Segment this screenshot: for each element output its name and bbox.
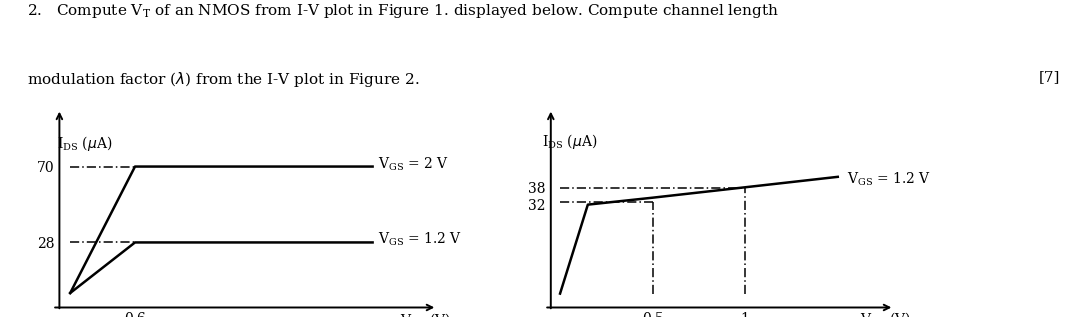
Text: [7]: [7] [1039, 70, 1061, 84]
Text: $\mathregular{V_{DS}}$ (V): $\mathregular{V_{DS}}$ (V) [400, 311, 450, 317]
Text: modulation factor ($\lambda$) from the I-V plot in Figure 2.: modulation factor ($\lambda$) from the I… [27, 70, 419, 89]
Text: $\mathregular{V_{GS}}$ = 2 V: $\mathregular{V_{GS}}$ = 2 V [378, 155, 449, 172]
Text: $\mathregular{I_{DS}}$ ($\mu$A): $\mathregular{I_{DS}}$ ($\mu$A) [541, 133, 597, 151]
Text: $\mathregular{I_{DS}}$ ($\mu$A): $\mathregular{I_{DS}}$ ($\mu$A) [57, 134, 112, 153]
Text: $\mathregular{V_{GS}}$ = 1.2 V: $\mathregular{V_{GS}}$ = 1.2 V [847, 171, 931, 188]
Text: $\mathregular{V_{GS}}$ = 1.2 V: $\mathregular{V_{GS}}$ = 1.2 V [378, 231, 462, 249]
Text: $\mathregular{V_{DS}}$ (V): $\mathregular{V_{DS}}$ (V) [860, 310, 912, 317]
Text: 2.   Compute $\mathregular{V_T}$ of an NMOS from I-V plot in Figure 1. displayed: 2. Compute $\mathregular{V_T}$ of an NMO… [27, 3, 779, 20]
